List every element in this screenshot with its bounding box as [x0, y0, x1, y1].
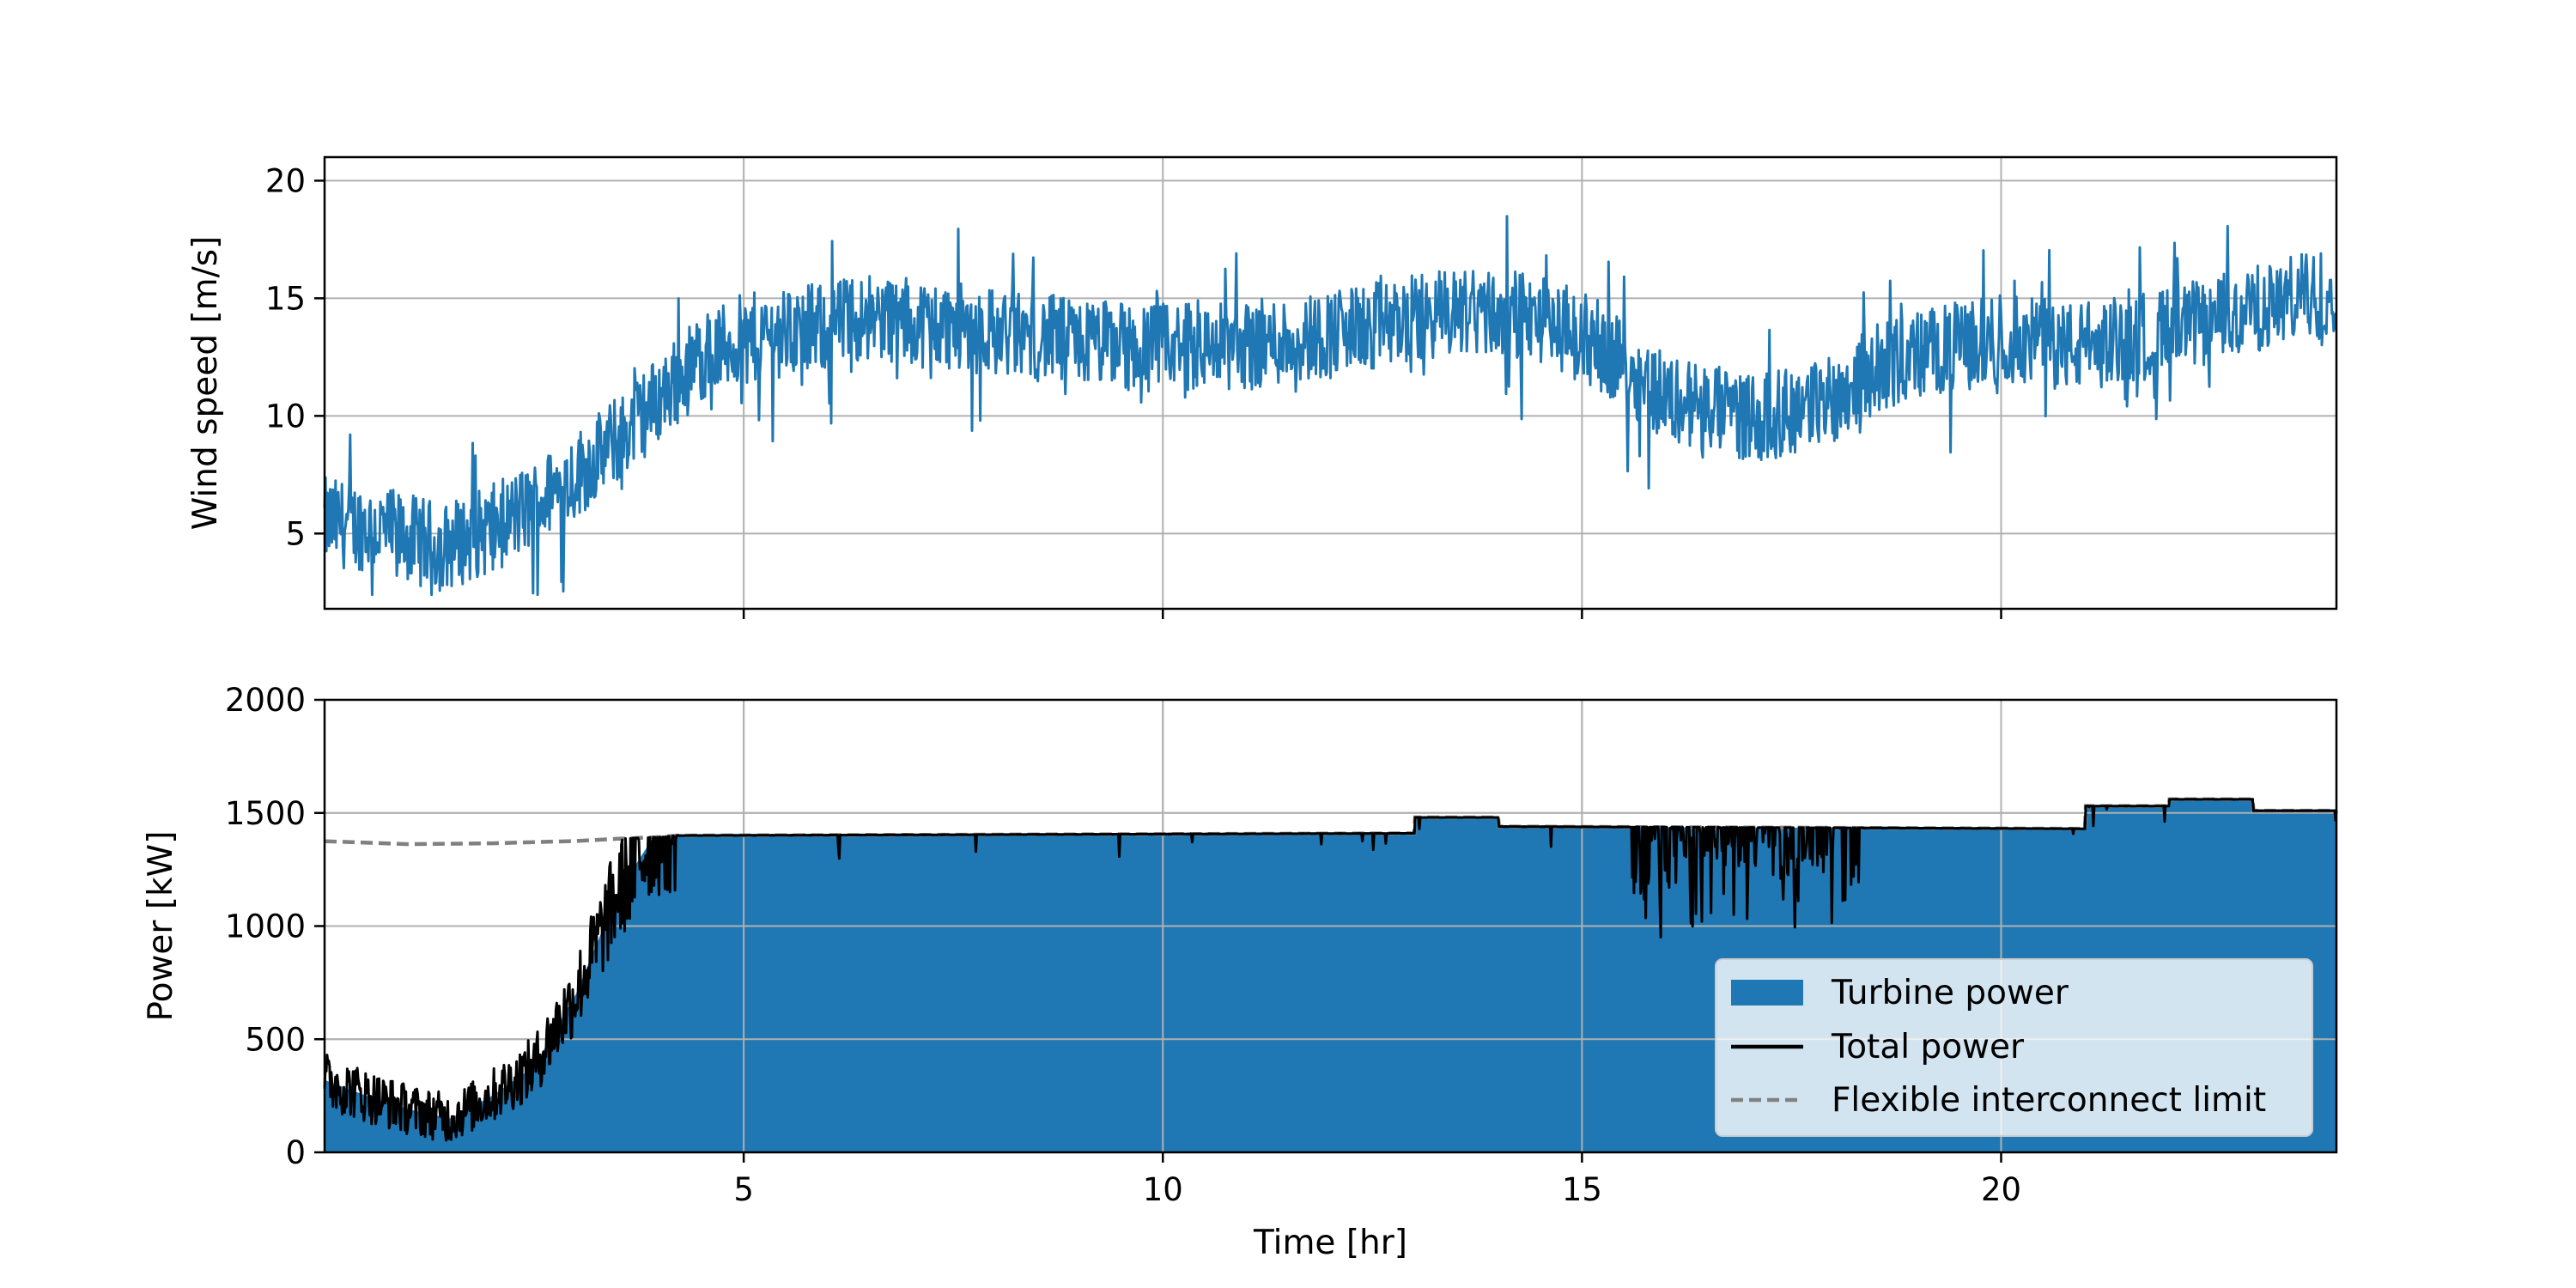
legend-swatch-turbine-power	[1731, 980, 1803, 1005]
legend: Turbine power Total power Flexible inter…	[1715, 958, 2313, 1137]
power-ticks: 5 10 15 20 0 500 1000 1500 2000	[225, 682, 2021, 1208]
wind-y-tick-label: 10	[265, 398, 306, 434]
legend-label-total-power: Total power	[1831, 1028, 2025, 1066]
wind-y-tick-label: 20	[265, 162, 306, 199]
power-x-tick-label: 5	[733, 1171, 754, 1208]
legend-label-turbine-power: Turbine power	[1831, 974, 2069, 1012]
power-x-tick-label: 20	[1981, 1171, 2021, 1208]
power-y-axis-label: Power [kW]	[142, 831, 180, 1022]
wind-y-axis-label: Wind speed [m/s]	[186, 236, 225, 531]
wind-y-tick-label: 15	[265, 280, 306, 317]
power-x-tick-label: 15	[1562, 1171, 1602, 1208]
legend-box	[1715, 958, 2313, 1137]
wind-speed-line	[323, 215, 2338, 597]
time-x-axis-label: Time [hr]	[1253, 1224, 1407, 1262]
total-power-line	[323, 798, 2338, 1142]
wind-grid	[325, 157, 2336, 609]
power-y-tick-label: 0	[285, 1134, 306, 1171]
power-y-tick-label: 1000	[225, 908, 306, 945]
power-y-tick-label: 500	[245, 1021, 306, 1058]
wind-axes-frame	[323, 155, 2338, 611]
power-y-tick-label: 2000	[225, 682, 306, 719]
wind-ticks: 5 10 15 20	[265, 162, 2002, 619]
power-y-tick-label: 1500	[225, 795, 306, 832]
wind-speed-series	[323, 215, 2338, 597]
power-x-tick-label: 10	[1143, 1171, 1183, 1208]
wind-y-tick-label: 5	[285, 515, 306, 552]
wind-speed-panel: 5 10 15 20 Wind speed [m/s]	[186, 155, 2338, 619]
legend-label-flexible-limit: Flexible interconnect limit	[1832, 1081, 2266, 1120]
